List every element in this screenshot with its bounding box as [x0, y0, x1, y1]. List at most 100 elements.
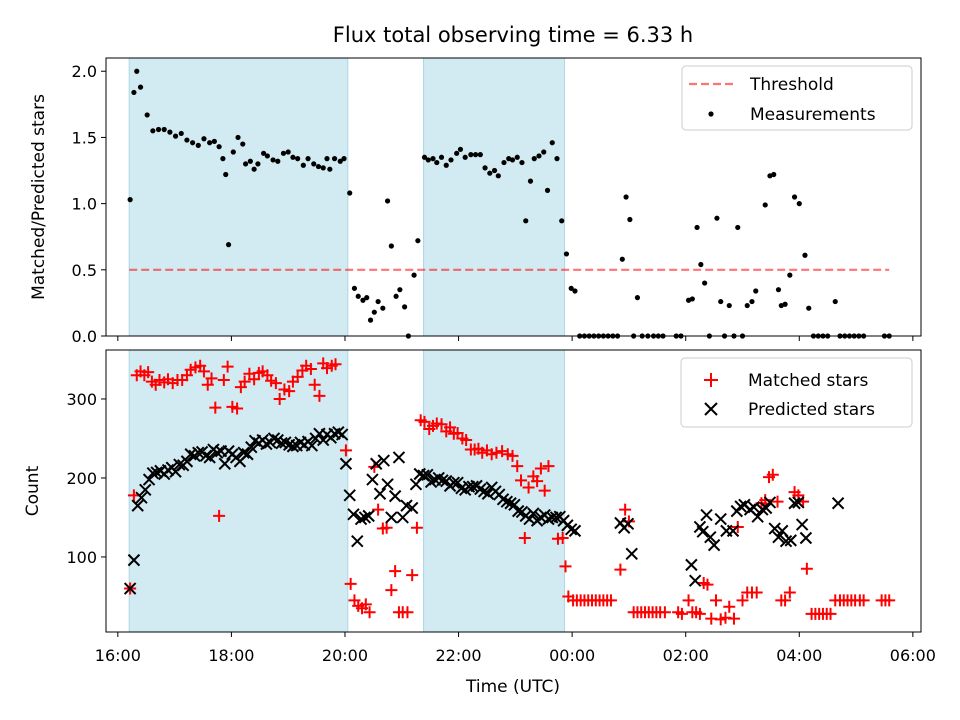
measurement-point	[527, 178, 534, 184]
measurement-point	[487, 170, 493, 176]
measurement-point	[689, 296, 695, 302]
measurement-point	[355, 293, 361, 299]
predicted-stars-point	[799, 531, 813, 545]
measurement-point	[796, 201, 802, 207]
matched-stars-point	[658, 606, 671, 619]
matched-stars-point	[248, 373, 261, 386]
predicted-stars-point	[831, 497, 845, 510]
matched-stars-point	[506, 449, 519, 462]
predicted-stars-point	[759, 501, 773, 515]
predicted-stars-point	[146, 467, 160, 480]
predicted-stars-point	[211, 446, 224, 459]
measurement-point	[225, 242, 232, 248]
matched-stars-point	[723, 600, 736, 613]
matched-stars-point	[385, 584, 398, 597]
bottom-y-axis: 100 200 300	[66, 390, 106, 567]
matched-stars-point	[534, 462, 547, 475]
bottom-count-marks	[123, 357, 896, 626]
matched-stars-point	[380, 521, 393, 534]
matched-stars-point	[883, 594, 896, 607]
predicted-stars-point	[192, 446, 205, 459]
predicted-stars-point	[625, 547, 638, 561]
predicted-stars-point	[688, 574, 702, 587]
predicted-stars-point	[366, 473, 379, 486]
matched-stars-point	[736, 594, 749, 607]
measurement-point	[762, 202, 768, 208]
predicted-stars-point	[568, 524, 582, 538]
threshold-legend-label: Threshold	[749, 75, 834, 95]
measurement-point	[438, 154, 445, 160]
measurement-point	[468, 152, 474, 158]
x-tick-label: 00:00	[549, 646, 595, 665]
measurement-point	[402, 304, 408, 310]
matched-stars-point	[614, 563, 627, 576]
measurement-point	[285, 149, 291, 155]
top-x-axis	[117, 336, 914, 341]
predicted-stars-point	[370, 457, 383, 470]
x-tick-label: 02:00	[663, 646, 709, 665]
y-tick-label: 0.5	[72, 261, 97, 280]
matched-stars-point	[339, 444, 352, 457]
predicted-stars-point	[788, 497, 801, 510]
matched-legend-label: Matched stars	[748, 371, 868, 391]
measurement-point	[425, 157, 431, 163]
top-legend-box	[681, 65, 913, 131]
matched-stars-point	[511, 460, 524, 473]
measurement-point	[714, 215, 720, 221]
predicted-stars-point	[621, 517, 635, 530]
bottom-panel: 100 200 300 16:00 18:00 20:00 22:00 00:00 02:00…	[23, 349, 936, 665]
top-measurement-marks	[127, 68, 892, 339]
measurement-point	[207, 140, 213, 146]
measurement-point	[270, 157, 276, 163]
bottom-x-axis: 16:00 18:00 20:00 22:00 00:00 02:00 04:00 06:00	[95, 632, 936, 665]
measurement-point	[627, 216, 633, 223]
measurement-point	[172, 133, 179, 139]
matched-stars-point	[693, 607, 706, 620]
matched-stars-point	[709, 594, 722, 607]
matched-stars-point	[779, 594, 792, 607]
predicted-stars-point	[180, 455, 194, 468]
measurement-point	[375, 298, 381, 305]
matched-stars-point	[559, 560, 572, 573]
matched-stars-point	[313, 389, 326, 402]
measurement-point	[782, 301, 788, 307]
measurement-point	[698, 261, 704, 268]
measurement-point	[434, 159, 440, 166]
chart-title: Flux total observing time = 6.33 h	[333, 23, 693, 47]
measurement-point	[702, 280, 708, 286]
measurement-point	[477, 152, 483, 158]
measurements-legend-swatch	[708, 111, 714, 117]
measurement-point	[347, 190, 353, 196]
y-tick-label: 0.0	[72, 327, 97, 346]
predicted-stars-point	[564, 523, 578, 536]
y-tick-label: 200	[66, 469, 97, 488]
measurement-point	[775, 287, 782, 293]
predicted-stars-point	[377, 454, 390, 467]
measurement-point	[541, 149, 547, 155]
predicted-stars-point	[396, 511, 409, 524]
measurement-point	[544, 187, 551, 193]
predicted-stars-point	[241, 448, 254, 461]
matched-stars-point	[359, 598, 372, 611]
matched-stars-point	[857, 594, 870, 607]
matched-stars-point	[217, 374, 230, 387]
predicted-stars-point	[714, 512, 727, 526]
matched-stars-point	[205, 372, 218, 385]
predicted-stars-point	[339, 457, 353, 470]
observing-interval-shade	[423, 57, 566, 337]
measurements-legend-label: Measurements	[750, 105, 876, 125]
measurement-point	[457, 146, 464, 152]
predicted-stars-point	[358, 511, 372, 524]
top-legend: Threshold Measurements	[681, 65, 913, 131]
measurement-point	[462, 154, 468, 160]
matched-stars-point	[538, 484, 551, 497]
measurement-point	[802, 252, 808, 258]
predicted-stars-point	[305, 439, 319, 452]
predicted-stars-point	[203, 451, 216, 464]
predicted-stars-point	[549, 511, 563, 524]
matched-legend-swatch	[704, 373, 718, 387]
measurement-point	[694, 224, 700, 231]
predicted-stars-point	[388, 489, 402, 503]
measurement-point	[341, 156, 347, 162]
predicted-stars-point	[685, 558, 698, 572]
